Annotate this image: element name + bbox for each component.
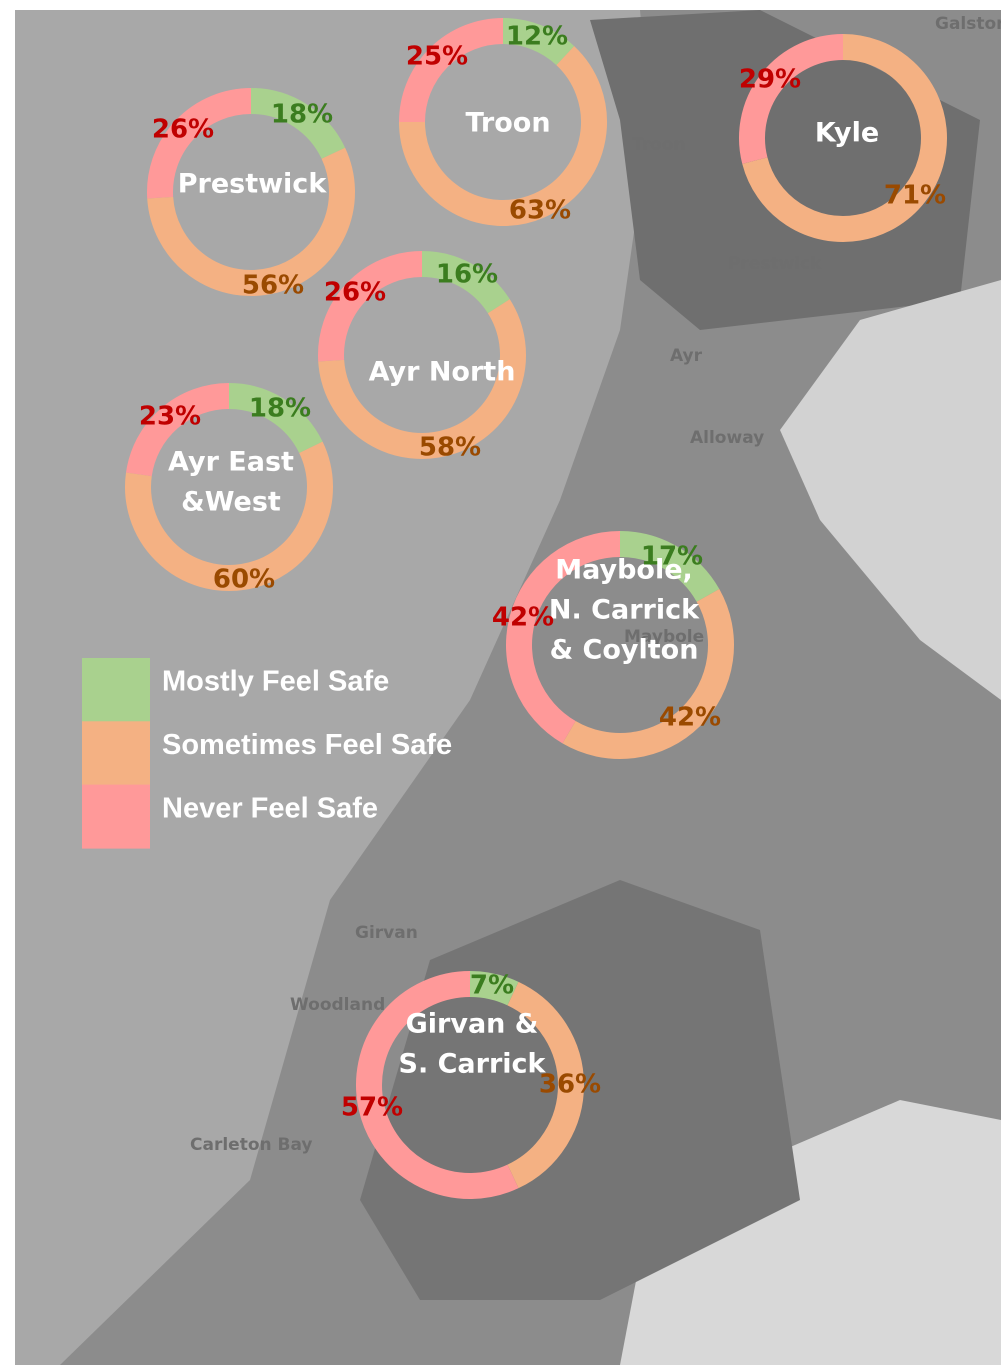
value-label: 26%	[152, 115, 214, 145]
value-label: 18%	[271, 100, 333, 130]
donut-title: & Coylton	[550, 635, 699, 666]
legend-label: Never Feel Safe	[162, 792, 378, 824]
value-label: 18%	[249, 394, 311, 424]
place-label: Girvan	[355, 923, 418, 943]
land-light	[620, 1100, 1001, 1365]
value-label: 26%	[324, 278, 386, 308]
donut-segment	[318, 251, 423, 362]
place-labels: Galston Troon Prestwick Ayr Alloway Maybole Gi…	[190, 14, 1001, 1155]
value-label: 25%	[406, 42, 468, 72]
legend-swatch	[82, 721, 150, 786]
value-label: 56%	[242, 271, 304, 301]
donut-segment	[502, 18, 575, 66]
value-label: 42%	[492, 603, 554, 633]
value-label: 63%	[509, 196, 571, 226]
donuts: Troon 12% 63% 25% Prestwick 18% 56% 26% Kyle 71% 2…	[125, 18, 947, 1199]
donut-title: Troon	[465, 108, 550, 139]
value-label: 16%	[436, 260, 498, 290]
value-label: 57%	[341, 1093, 403, 1123]
donut-segment	[739, 34, 844, 164]
donut-segment	[421, 251, 510, 314]
donut-title: N. Carrick	[549, 595, 700, 626]
place-label: Carleton Bay	[190, 1135, 313, 1155]
donut-segment	[125, 441, 333, 591]
donut-segment	[619, 531, 720, 603]
donut-title: &West	[181, 487, 281, 518]
value-label: 17%	[641, 542, 703, 572]
value-label: 42%	[659, 703, 721, 733]
donut-segment	[399, 46, 607, 226]
place-label: Prestwick	[728, 254, 822, 274]
donut-title: S. Carrick	[399, 1049, 547, 1080]
donut-segment	[742, 34, 947, 242]
donut-title: Maybole,	[555, 555, 693, 586]
legend-label: Sometimes Feel Safe	[162, 729, 452, 761]
value-label: 58%	[419, 433, 481, 463]
donut-segment	[126, 383, 230, 477]
place-label: Maybole	[624, 627, 704, 647]
land-light	[780, 280, 1001, 700]
value-label: 60%	[213, 565, 275, 595]
donut-segment	[399, 18, 504, 123]
donut-segment	[318, 299, 526, 459]
donut-segment	[147, 88, 252, 199]
value-label: 23%	[139, 402, 201, 432]
donut-segment	[147, 147, 355, 296]
donut-segment	[506, 531, 621, 744]
donut-segment	[250, 88, 346, 160]
value-label: 71%	[884, 181, 946, 211]
donut-title: Ayr East	[168, 447, 294, 478]
donut-segment	[562, 589, 734, 759]
legend-swatch	[82, 784, 150, 849]
donut-segment	[507, 981, 584, 1189]
place-label: Troon	[632, 135, 686, 155]
legend-swatch	[82, 658, 150, 722]
value-label: 29%	[739, 65, 801, 95]
donut-title: Prestwick	[178, 169, 328, 200]
value-label: 7%	[470, 971, 514, 1001]
donut-title: Ayr North	[369, 357, 516, 388]
land-dark	[590, 10, 980, 330]
legend: Mostly Feel Safe Sometimes Feel Safe Never…	[82, 658, 452, 849]
place-label: Woodland	[290, 995, 385, 1015]
place-label: Ayr	[670, 346, 703, 366]
place-label: Alloway	[690, 428, 764, 448]
donut-title: Kyle	[815, 118, 879, 149]
donut-segment	[469, 971, 519, 1006]
place-label: Galston	[935, 14, 1001, 34]
donut-segment	[228, 383, 323, 454]
value-label: 36%	[539, 1070, 601, 1100]
donut-title: Girvan &	[406, 1009, 539, 1040]
legend-label: Mostly Feel Safe	[162, 666, 389, 698]
value-label: 12%	[506, 22, 568, 52]
donut-segment	[356, 971, 519, 1199]
